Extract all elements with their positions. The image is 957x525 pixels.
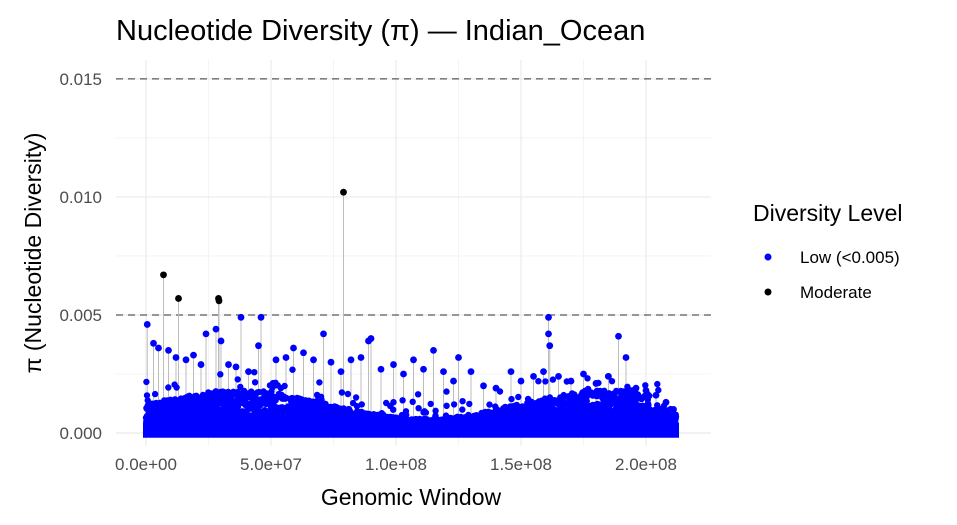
low-point xyxy=(492,384,500,392)
low-point xyxy=(545,330,552,338)
low-point xyxy=(212,325,220,333)
x-tick-label: 1.0e+08 xyxy=(365,455,427,474)
low-point xyxy=(507,368,515,376)
moderate-point xyxy=(340,188,347,196)
low-point xyxy=(155,344,162,352)
y-tick-label: 0.005 xyxy=(59,306,102,325)
low-point xyxy=(410,356,417,364)
low-point xyxy=(567,377,575,385)
low-point xyxy=(440,368,447,376)
moderate-point xyxy=(175,295,182,302)
low-point xyxy=(172,354,180,361)
low-point xyxy=(327,358,335,366)
moderate-point xyxy=(215,297,223,305)
low-point xyxy=(662,398,670,406)
low-point xyxy=(605,372,612,380)
low-point xyxy=(450,377,457,385)
y-tick-label: 0.000 xyxy=(59,424,102,443)
low-point xyxy=(202,330,210,338)
low-point xyxy=(190,351,197,359)
low-point xyxy=(217,337,225,345)
low-point xyxy=(390,361,397,368)
low-point xyxy=(255,342,262,350)
low-point xyxy=(540,368,547,376)
x-tick-label: 2.0e+08 xyxy=(615,455,677,474)
low-point xyxy=(632,384,640,392)
dense-point-cloud xyxy=(142,366,680,437)
low-point xyxy=(300,349,307,357)
low-point xyxy=(480,382,487,390)
low-point xyxy=(225,361,232,368)
low-point xyxy=(282,354,290,361)
x-tick-label: 0.0e+00 xyxy=(115,455,177,474)
low-point xyxy=(182,356,190,364)
y-axis-title: π (Nucleotide Diversity) xyxy=(20,133,46,374)
low-point xyxy=(622,354,630,361)
low-point xyxy=(642,387,650,394)
chart-title: Nucleotide Diversity (π) — Indian_Ocean xyxy=(116,15,645,47)
x-tick-label: 5.0e+07 xyxy=(240,455,302,474)
low-point xyxy=(652,391,660,399)
legend-label-moderate: Moderate xyxy=(800,283,872,302)
low-point xyxy=(615,332,622,340)
low-point xyxy=(400,370,407,378)
low-point xyxy=(592,380,600,387)
low-point xyxy=(545,313,552,321)
x-axis-title: Genomic Window xyxy=(321,484,502,510)
legend-key-low xyxy=(764,253,772,261)
y-tick-label: 0.015 xyxy=(59,70,102,89)
low-point xyxy=(530,372,537,380)
low-point xyxy=(232,363,240,371)
low-point xyxy=(290,344,297,352)
low-point xyxy=(580,370,587,378)
legend: Diversity Level Low (<0.005) Moderate xyxy=(753,200,903,302)
low-point xyxy=(272,356,280,364)
plot-area: 0.0e+00 5.0e+07 1.0e+08 1.5e+08 2.0e+08 0.000… xyxy=(59,60,711,474)
low-point xyxy=(430,346,437,354)
low-point xyxy=(197,361,205,368)
low-point xyxy=(245,368,252,376)
legend-key-moderate xyxy=(764,288,772,296)
low-point xyxy=(165,346,172,354)
low-point xyxy=(337,368,345,376)
low-point xyxy=(367,335,375,342)
low-point xyxy=(237,313,245,321)
low-point xyxy=(670,406,677,413)
low-point xyxy=(377,365,385,373)
low-point xyxy=(347,356,355,364)
low-point xyxy=(467,368,475,376)
y-tick-label: 0.010 xyxy=(59,188,102,207)
low-point xyxy=(143,321,151,328)
low-point xyxy=(257,313,265,321)
low-point xyxy=(420,365,427,373)
legend-title: Diversity Level xyxy=(753,200,903,226)
low-point xyxy=(310,356,317,364)
low-point xyxy=(150,339,157,347)
moderate-point xyxy=(160,271,167,279)
low-point xyxy=(546,342,554,350)
low-point xyxy=(555,372,562,380)
low-point xyxy=(357,354,365,361)
legend-label-low: Low (<0.005) xyxy=(800,248,900,267)
x-tick-label: 1.5e+08 xyxy=(490,455,552,474)
low-point xyxy=(455,354,462,361)
low-point xyxy=(320,330,327,338)
low-point xyxy=(517,377,525,385)
